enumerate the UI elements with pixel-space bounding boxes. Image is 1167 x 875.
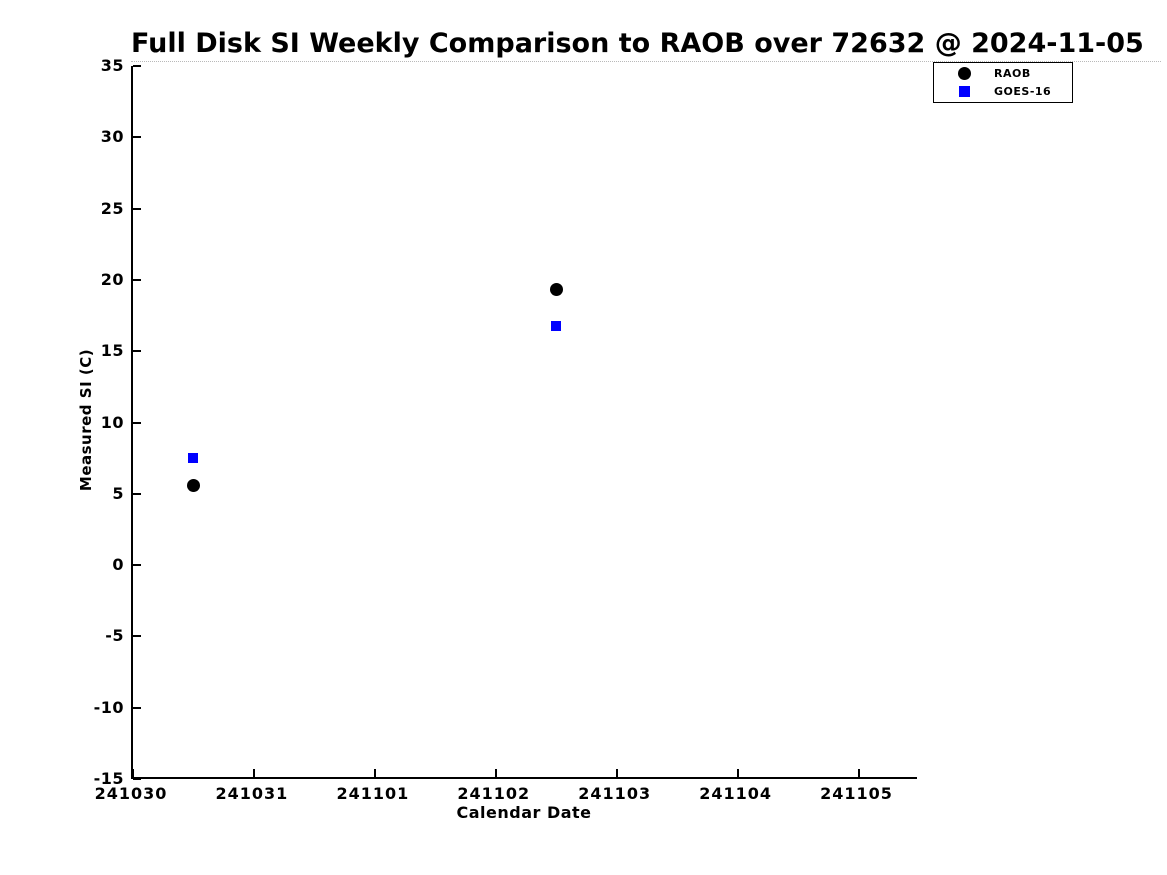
x-tick-mark — [252, 769, 255, 777]
data-point-raob — [549, 283, 563, 297]
y-tick-mark — [133, 778, 141, 780]
data-point-raob — [186, 478, 200, 492]
y-tick-mark — [133, 350, 141, 353]
y-tick-label: -10 — [93, 697, 124, 717]
legend-item-raob: RAOB — [934, 66, 1072, 82]
y-tick-label: 15 — [100, 341, 124, 361]
x-axis-label: Calendar Date — [456, 803, 592, 822]
x-tick-label: 241103 — [578, 784, 652, 803]
y-tick-label: 10 — [100, 412, 124, 432]
y-tick-mark — [133, 278, 141, 281]
raob-circle-icon — [957, 67, 971, 81]
legend-marker-cell — [934, 67, 994, 81]
y-tick-mark — [133, 635, 141, 638]
legend-label: GOES-16 — [994, 84, 1052, 98]
y-tick-mark — [133, 564, 141, 567]
y-tick-mark — [133, 421, 141, 424]
legend-marker-cell — [934, 85, 994, 97]
x-tick-mark — [736, 769, 739, 777]
chart-title: Full Disk SI Weekly Comparison to RAOB o… — [131, 28, 1144, 59]
x-tick-mark — [494, 769, 497, 777]
legend-label: RAOB — [994, 67, 1031, 81]
x-tick-label: 241030 — [94, 784, 168, 803]
y-tick-label: 5 — [112, 483, 124, 503]
y-axis-label: Measured SI (C) — [77, 348, 95, 492]
y-tick-label: 30 — [100, 127, 124, 147]
y-tick-mark — [133, 706, 141, 709]
data-point-goes-16 — [188, 453, 199, 464]
x-tick-label: 241105 — [820, 784, 893, 803]
x-tick-mark — [857, 769, 860, 777]
y-tick-mark — [133, 65, 141, 67]
legend: RAOB GOES-16 — [933, 62, 1073, 103]
plot-area — [131, 65, 917, 780]
legend-item-goes16: GOES-16 — [934, 84, 1072, 100]
y-tick-mark — [133, 207, 141, 210]
data-point-goes-16 — [551, 320, 562, 331]
x-tick-label: 241104 — [699, 784, 772, 803]
x-tick-mark — [132, 769, 134, 777]
x-tick-mark — [373, 769, 376, 777]
y-tick-label: 0 — [112, 555, 124, 575]
goes16-square-icon — [958, 85, 970, 97]
x-tick-mark — [615, 769, 618, 777]
y-tick-mark — [133, 136, 141, 139]
x-tick-label: 241101 — [336, 784, 410, 803]
y-tick-label: 35 — [100, 56, 124, 75]
x-tick-label: 241031 — [215, 784, 289, 803]
y-tick-label: -15 — [93, 769, 124, 788]
top-dotted-line — [131, 61, 1161, 62]
y-tick-label: 20 — [100, 269, 124, 289]
y-tick-mark — [133, 492, 141, 495]
x-tick-label: 241102 — [457, 784, 531, 803]
y-tick-label: 25 — [100, 198, 124, 218]
y-tick-label: -5 — [105, 626, 124, 646]
